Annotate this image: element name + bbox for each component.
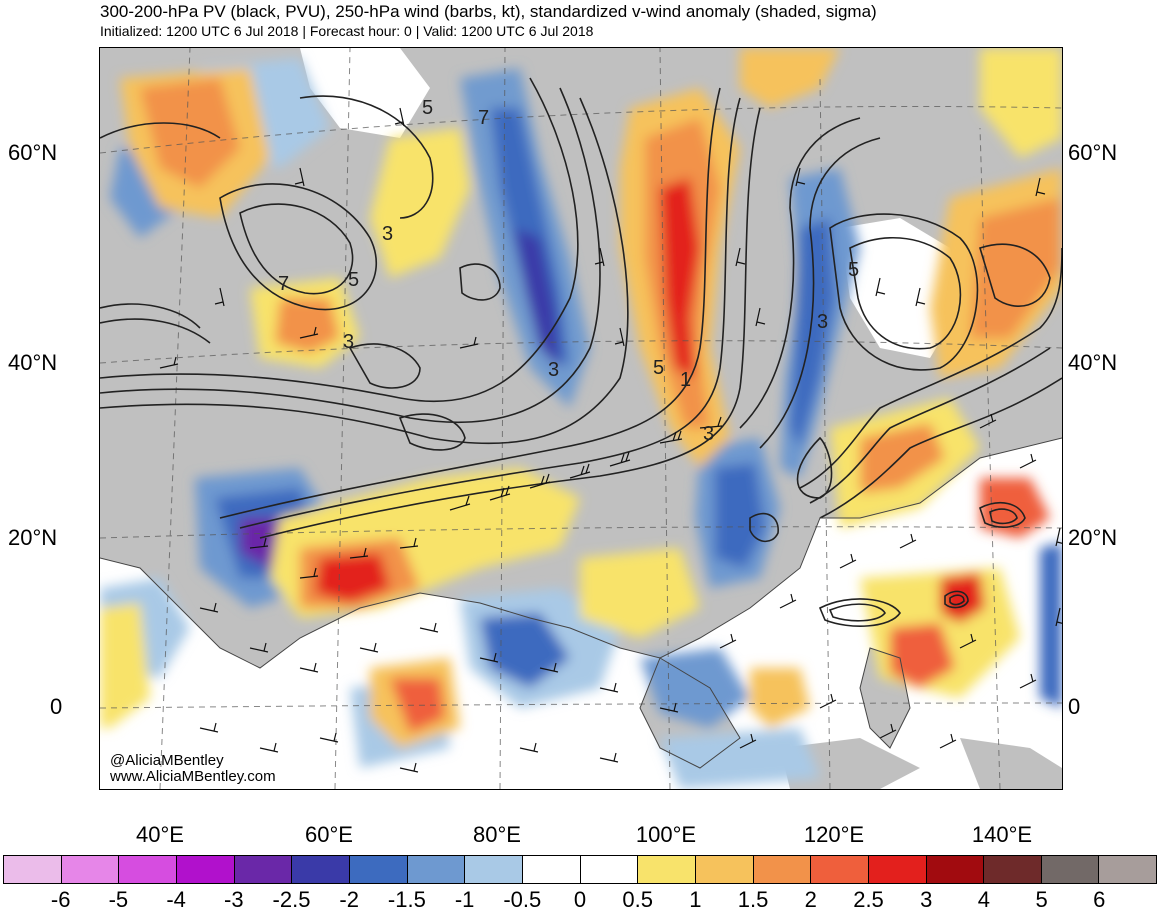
lat-label-20n-right: 20°N <box>1068 525 1118 550</box>
colorbar-swatch <box>753 856 812 883</box>
pv-label: 5 <box>848 259 859 281</box>
colorbar-swatch <box>234 856 293 883</box>
colorbar-tick-label: 1 <box>689 887 702 912</box>
lat-label-eq-right: 0 <box>1068 694 1081 719</box>
colorbar-tick-label: 5 <box>1035 887 1048 912</box>
colorbar-swatch <box>119 856 177 883</box>
pv-label: 5 <box>653 357 664 379</box>
pv-contours <box>100 77 1062 627</box>
pv-label: 3 <box>382 223 393 245</box>
pv-contour-labels: 5 7 3 5 7 3 3 5 1 3 3 5 <box>278 97 859 445</box>
pv-label: 3 <box>703 423 714 445</box>
pv-label: 3 <box>817 311 828 333</box>
lon-label-100e: 100°E <box>635 822 697 847</box>
wind-barbs <box>159 107 1062 773</box>
lon-label-60e: 60°E <box>305 822 353 847</box>
lat-label-40n-right: 40°N <box>1068 350 1118 375</box>
pv-label: 1 <box>680 369 691 391</box>
colorbar-swatch <box>868 856 927 883</box>
colorbar-swatch <box>61 856 120 883</box>
pv-label: 7 <box>478 107 489 129</box>
colorbar-tick-label: 1.5 <box>737 887 769 912</box>
lat-label-eq-left: 0 <box>50 694 63 719</box>
map-subtitle: Initialized: 1200 UTC 6 Jul 2018 | Forec… <box>100 23 594 39</box>
colorbar-swatch <box>1041 856 1100 883</box>
colorbar-tick-label: 4 <box>977 887 991 912</box>
colorbar-tick-label: -4 <box>166 887 186 912</box>
colorbar-tick-label: 2.5 <box>853 887 884 912</box>
lon-label-140e: 140°E <box>971 822 1033 847</box>
colorbar-swatch <box>349 856 408 883</box>
colorbar-swatch <box>695 856 754 883</box>
watermark-url: www.AliciaMBentley.com <box>110 768 276 785</box>
colorbar-tick-label: -3 <box>224 887 244 912</box>
lat-label-60n-left: 60°N <box>8 140 58 165</box>
colorbar-swatch <box>292 856 350 883</box>
colorbar-tick-label: 0 <box>573 887 587 912</box>
colorbar-tick-label: -6 <box>50 887 71 912</box>
lat-label-40n-left: 40°N <box>8 350 58 375</box>
pv-label: 5 <box>348 269 359 291</box>
colorbar-labels: -6 -5 -4 -3 -2.5 -2 -1.5 -1 -0.5 0 0.5 1 1.5 2 2.5 3 4 5 6 <box>0 887 1160 913</box>
colorbar-swatch <box>984 856 1042 883</box>
colorbar <box>3 855 1157 884</box>
colorbar-tick-label: -1 <box>454 887 475 912</box>
map-title: 300-200-hPa PV (black, PVU), 250-hPa win… <box>100 2 877 21</box>
colorbar-swatch <box>580 856 639 883</box>
colorbar-swatch <box>176 856 235 883</box>
colorbar-swatch <box>407 856 466 883</box>
lat-label-60n-right: 60°N <box>1068 140 1118 165</box>
lon-label-80e: 80°E <box>473 822 521 847</box>
pv-label: 3 <box>343 331 354 353</box>
colorbar-tick-label: 3 <box>920 887 933 912</box>
graticule <box>100 48 1062 789</box>
colorbar-swatch <box>811 856 869 883</box>
coastlines <box>100 437 1062 769</box>
colorbar-swatch <box>1099 856 1157 883</box>
colorbar-tick-label: -0.5 <box>503 887 542 912</box>
colorbar-tick-label: -2.5 <box>272 887 311 912</box>
colorbar-tick-label: 2 <box>804 887 817 912</box>
lon-label-120e: 120°E <box>803 822 865 847</box>
colorbar-tick-label: 6 <box>1093 887 1106 912</box>
colorbar-tick-label: -5 <box>108 887 129 912</box>
colorbar-tick-label: -2 <box>339 887 359 912</box>
colorbar-tick-label: -1.5 <box>387 887 426 912</box>
colorbar-swatch <box>4 856 62 883</box>
colorbar-swatch <box>638 856 696 883</box>
lon-label-40e: 40°E <box>136 822 184 847</box>
lat-label-20n-left: 20°N <box>8 525 58 550</box>
colorbar-tick-label: 0.5 <box>622 887 653 912</box>
weather-map-canvas: 5 7 3 5 7 3 3 5 1 3 3 5 <box>100 48 1062 789</box>
pv-label: 5 <box>422 97 433 119</box>
weather-map: 5 7 3 5 7 3 3 5 1 3 3 5 <box>99 47 1063 790</box>
colorbar-swatch <box>926 856 985 883</box>
pv-label: 3 <box>548 359 559 381</box>
colorbar-swatch <box>465 856 523 883</box>
watermark-handle: @AliciaMBentley <box>110 752 224 769</box>
colorbar-swatch <box>522 856 581 883</box>
pv-label: 7 <box>278 273 289 295</box>
